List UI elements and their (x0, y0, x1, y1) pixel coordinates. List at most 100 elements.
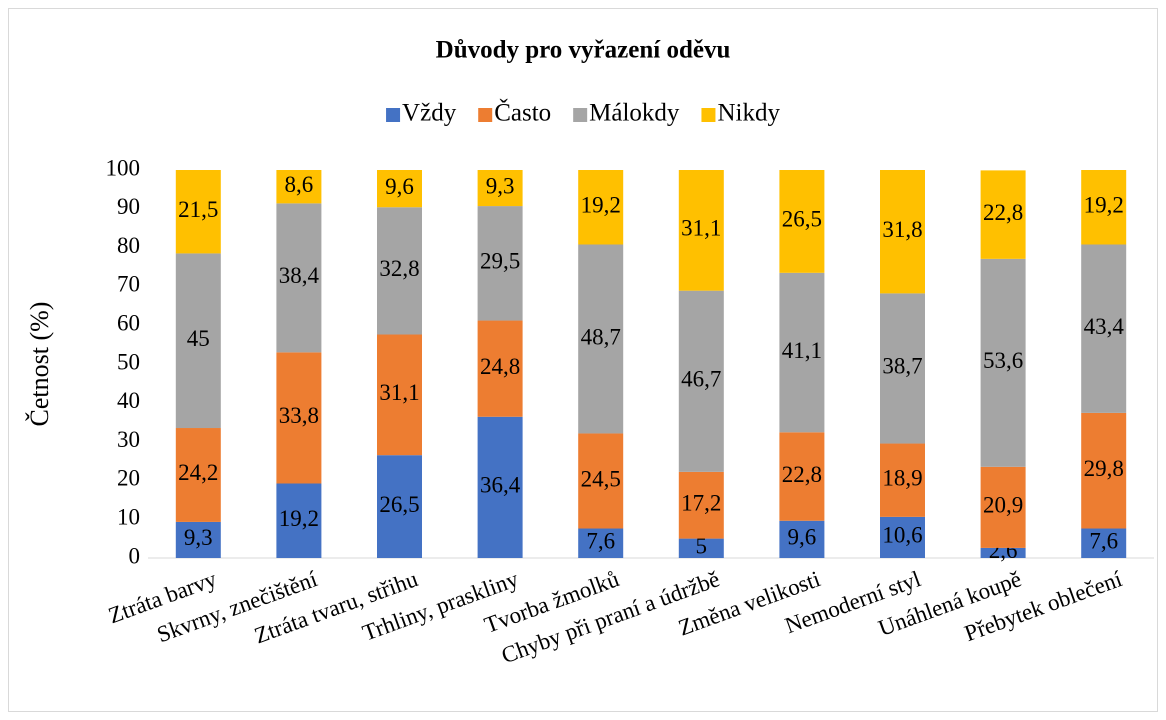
legend-marker (478, 108, 493, 122)
bar-segment (980, 170, 1026, 259)
bar-segment (377, 207, 422, 335)
y-tick-label: 0 (129, 543, 141, 568)
bar-segment (175, 428, 221, 522)
bar-segment (779, 520, 825, 558)
bar-segment (276, 352, 322, 484)
bar-segment (578, 528, 624, 558)
legend-label: Málokdy (589, 100, 680, 127)
bar-segment (678, 170, 724, 291)
bar-segment (880, 293, 925, 444)
bar-segment (276, 170, 322, 204)
data-label: 17,2 (681, 491, 721, 516)
data-label: 48,7 (581, 324, 621, 349)
data-label: 31,1 (681, 216, 721, 241)
y-tick-label: 30 (117, 427, 140, 452)
data-label: 33,8 (279, 403, 319, 428)
bar-segment (880, 170, 925, 294)
bar-segment (1081, 170, 1127, 245)
y-tick-label: 70 (117, 272, 140, 297)
bar-segment (477, 416, 523, 558)
data-label: 19,2 (581, 193, 621, 218)
data-label: 53,6 (983, 348, 1023, 373)
data-label: 9,3 (184, 525, 213, 550)
data-label: 5 (696, 534, 708, 559)
data-label: 31,8 (882, 217, 922, 242)
data-label: 24,2 (178, 460, 218, 485)
y-tick-label: 90 (117, 194, 140, 219)
bar-segment (276, 203, 322, 353)
bar-segment (578, 244, 624, 434)
bar-segment (175, 521, 221, 558)
y-tick-label: 20 (117, 466, 140, 491)
bar-segment (578, 433, 624, 529)
data-label: 19,2 (279, 506, 319, 531)
bar-segment (779, 170, 825, 273)
y-tick-label: 10 (117, 504, 140, 529)
bar-segment (578, 170, 624, 245)
data-label: 26,5 (782, 207, 822, 232)
legend-label: Často (494, 99, 551, 127)
bar-segment (477, 206, 523, 321)
data-label: 20,9 (983, 493, 1023, 518)
bar-segment (980, 466, 1026, 548)
data-label: 7,6 (586, 529, 615, 554)
bar-segment (678, 471, 724, 539)
bar-segment (779, 432, 825, 521)
y-tick-label: 50 (117, 349, 140, 374)
y-axis-label: Četnost (%) (25, 302, 54, 427)
bar-segment (1081, 412, 1127, 529)
data-label: 38,7 (882, 354, 922, 379)
bar-segment (377, 170, 422, 208)
chart-title: Důvody pro vyřazení oděvu (436, 37, 731, 64)
data-label: 9,6 (788, 525, 817, 550)
data-label: 36,4 (480, 473, 521, 498)
y-tick-label: 60 (117, 310, 140, 335)
bar-segment (377, 455, 422, 558)
data-label: 29,5 (480, 249, 520, 274)
legend-label: Vždy (402, 100, 457, 127)
bar-segment (175, 170, 221, 254)
data-label: 9,3 (486, 173, 515, 198)
data-label: 8,6 (285, 172, 314, 197)
data-label: 19,2 (1084, 193, 1124, 218)
bar-segment (175, 253, 221, 429)
data-label: 22,8 (983, 200, 1023, 225)
data-label: 7,6 (1089, 529, 1118, 554)
legend: Vždy Často Málokdy Nikdy (386, 99, 780, 127)
data-label: 38,4 (279, 263, 320, 288)
bar-segment (980, 258, 1026, 467)
bar-segment (678, 538, 724, 558)
data-label: 21,5 (178, 197, 218, 222)
bar-segment (477, 320, 523, 417)
bar-segment (1081, 528, 1127, 558)
data-label: 24,5 (581, 466, 621, 491)
data-label: 29,8 (1084, 456, 1124, 481)
y-tick-label: 80 (117, 233, 140, 258)
data-label: 18,9 (882, 465, 922, 490)
data-label: 45 (187, 326, 210, 351)
bar-segment (678, 290, 724, 472)
y-tick-label: 40 (117, 388, 140, 413)
bar-segment (980, 547, 1026, 558)
legend-marker (573, 108, 588, 122)
data-label: 43,4 (1084, 314, 1125, 339)
legend-marker (386, 108, 401, 122)
bar-segment (779, 272, 825, 433)
data-label: 46,7 (681, 367, 721, 392)
data-label: 9,6 (385, 174, 414, 199)
data-label: 22,8 (782, 462, 822, 487)
legend-marker (701, 108, 716, 122)
data-label: 32,8 (379, 256, 419, 281)
legend-label: Nikdy (717, 100, 780, 127)
data-label: 24,8 (480, 354, 520, 379)
bar-segment (276, 483, 322, 558)
data-label: 41,1 (782, 338, 822, 363)
bar-segment (377, 334, 422, 456)
bar-segment (880, 516, 925, 558)
data-label: 31,1 (379, 380, 419, 405)
y-tick-label: 100 (106, 155, 141, 180)
data-label: 26,5 (379, 492, 419, 517)
bar-segment (880, 443, 925, 517)
bar-segment (1081, 244, 1127, 413)
